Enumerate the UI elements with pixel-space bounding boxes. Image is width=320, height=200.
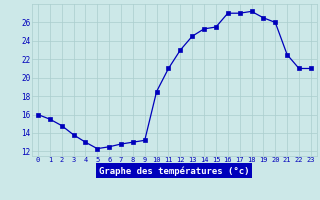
X-axis label: Graphe des températures (°c): Graphe des températures (°c)	[99, 166, 250, 176]
